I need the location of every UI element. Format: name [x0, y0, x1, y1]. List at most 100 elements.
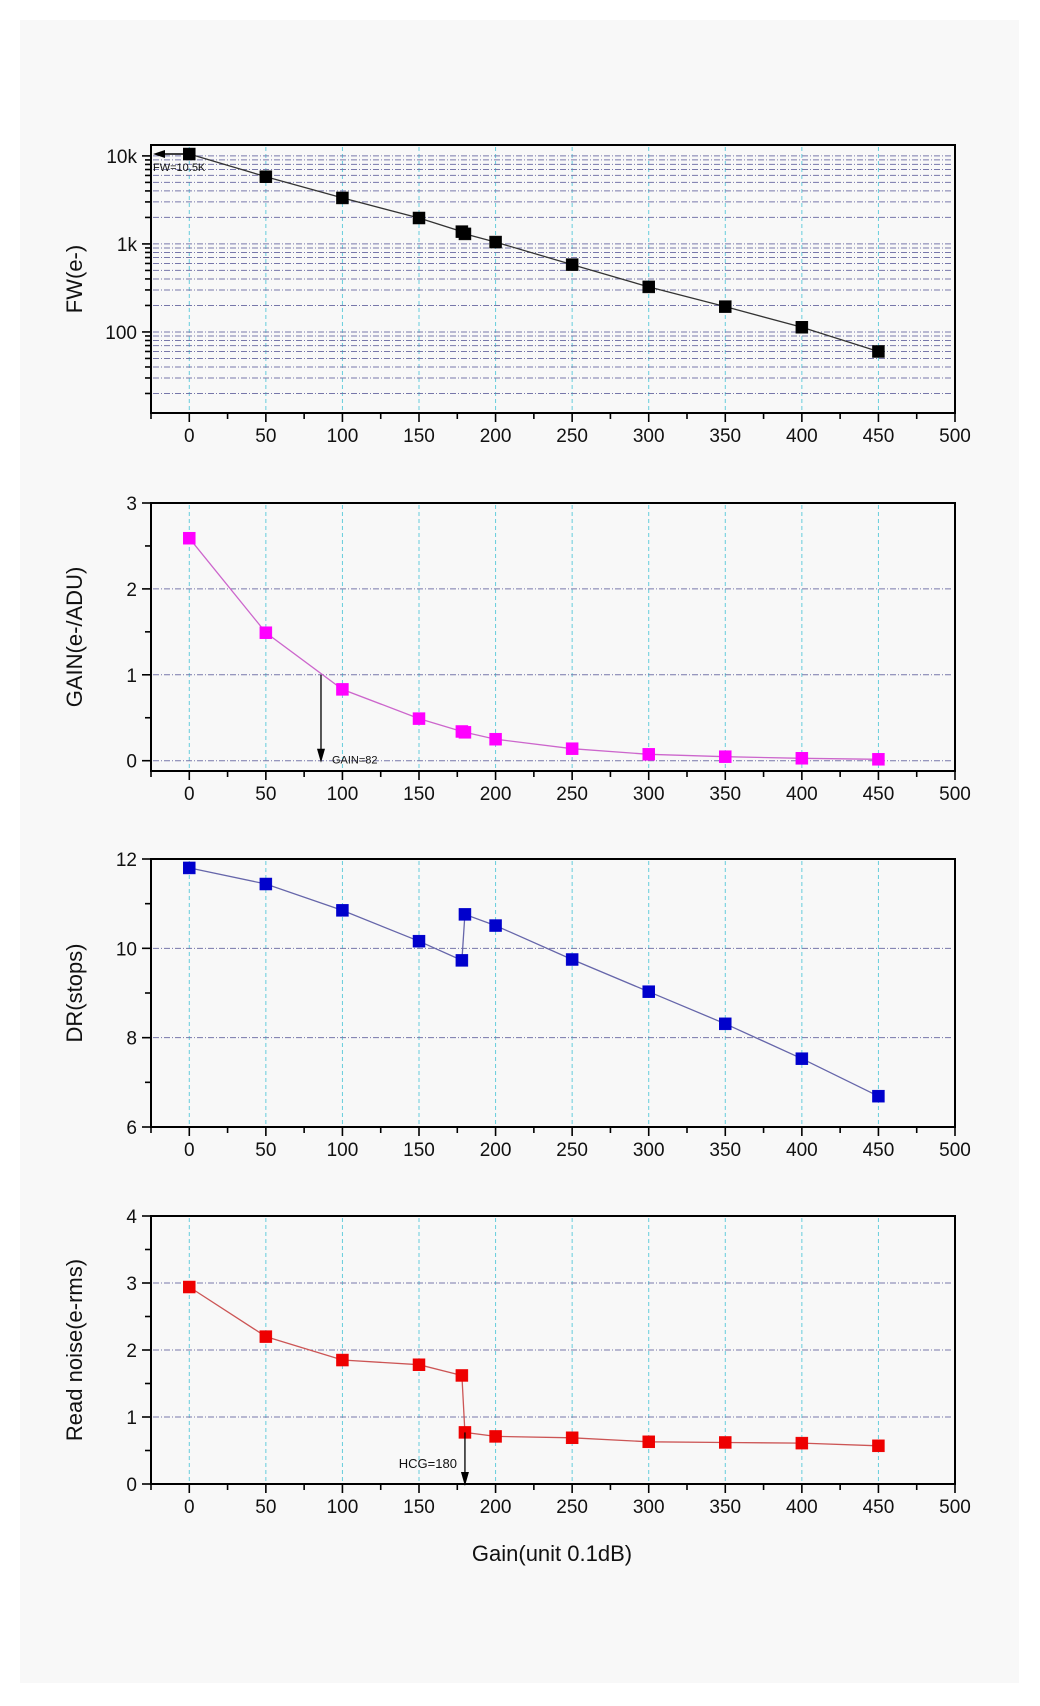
x-tick-label: 400: [786, 1140, 818, 1161]
y-tick-label: 6: [126, 1118, 137, 1139]
data-point: [412, 211, 426, 225]
y-tick-label: 1: [126, 1408, 137, 1429]
chart-panel-1: 0 50 100 150 200 250 300 350 400 450 500 100 1k 10k FW…: [62, 144, 971, 447]
data-point: [412, 1358, 426, 1371]
x-tick-label: 250: [556, 1497, 588, 1518]
annotation-arrowhead: [460, 1472, 469, 1486]
annotation-label: FW=10.5K: [153, 162, 206, 174]
y-tick-label: 10: [116, 939, 137, 960]
data-point: [259, 626, 273, 639]
x-tick-label: 100: [327, 1140, 359, 1161]
x-tick-label: 300: [633, 784, 665, 805]
data-point: [336, 1353, 349, 1367]
y-tick-label: 4: [126, 1207, 137, 1228]
y-tick-label: 12: [116, 850, 137, 871]
data-point: [489, 1430, 502, 1443]
data-point: [458, 227, 472, 241]
data-point: [259, 877, 273, 891]
x-tick-label: 100: [327, 784, 359, 805]
x-tick-label: 0: [184, 1140, 195, 1161]
x-tick-label: 450: [863, 426, 895, 447]
series-line: [188, 1286, 879, 1447]
x-tick-label: 250: [556, 1140, 588, 1161]
data-point: [642, 748, 655, 761]
x-tick-label: 250: [556, 784, 588, 805]
data-point: [565, 258, 579, 271]
x-tick-label: 200: [480, 426, 512, 447]
x-tick-label: 450: [863, 784, 895, 805]
data-point: [565, 742, 579, 755]
x-tick-label: 300: [633, 1140, 665, 1161]
series-line: [189, 867, 879, 1097]
y-tick-label: 1k: [117, 235, 138, 256]
data-point: [795, 321, 809, 334]
data-point: [719, 300, 732, 313]
chart-panel-3: 0 50 100 150 200 250 300 350 400 450 500 6 8 10 12 DR(s…: [62, 850, 971, 1161]
x-tick-label: 500: [939, 426, 971, 447]
plot-frame: [150, 858, 956, 1128]
y-tick-label: 2: [126, 580, 137, 601]
x-tick-label: 50: [255, 784, 276, 805]
data-point: [259, 170, 273, 183]
y-tick-label: 2: [126, 1341, 137, 1362]
data-point: [872, 1089, 885, 1103]
y-tick-label: 10k: [106, 147, 137, 168]
x-tick-label: 400: [786, 426, 818, 447]
x-tick-label: 500: [939, 1140, 971, 1161]
x-tick-label: 200: [480, 784, 512, 805]
x-tick-label: 50: [255, 1497, 276, 1518]
y-tick-label: 0: [126, 1475, 137, 1496]
x-tick-label: 350: [709, 784, 741, 805]
x-tick-label: 500: [939, 784, 971, 805]
x-tick-label: 350: [709, 1140, 741, 1161]
data-point: [719, 1017, 732, 1031]
figure-background: [20, 20, 1019, 1683]
data-point: [642, 985, 655, 998]
data-point: [455, 1369, 469, 1382]
y-tick-label: 100: [105, 323, 137, 344]
y-tick-label: 1: [126, 666, 137, 687]
data-point: [336, 191, 349, 205]
x-tick-label: 350: [709, 1497, 741, 1518]
y-axis-label: Read noise(e-rms): [62, 1259, 87, 1441]
x-tick-label: 50: [255, 426, 276, 447]
data-point: [719, 750, 732, 763]
y-tick-label: 8: [126, 1029, 137, 1050]
data-point: [795, 1052, 809, 1065]
data-point: [872, 345, 885, 358]
y-tick-label: 0: [126, 752, 137, 773]
x-tick-label: 200: [480, 1497, 512, 1518]
x-axis-label: Gain(unit 0.1dB): [472, 1541, 632, 1566]
x-tick-label: 0: [184, 784, 195, 805]
data-point: [642, 280, 655, 294]
data-point: [565, 1431, 579, 1445]
data-point: [872, 1439, 885, 1453]
x-tick-label: 350: [709, 426, 741, 447]
data-point: [183, 531, 196, 545]
x-tick-label: 150: [403, 784, 435, 805]
y-tick-label: 3: [126, 494, 137, 515]
chart-panel-4: 0 50 100 150 200 250 300 350 400 450 500 0 1 2 3 4 Read …: [62, 1207, 971, 1566]
x-tick-label: 150: [403, 1497, 435, 1518]
data-point: [565, 953, 579, 966]
data-point: [719, 1436, 732, 1449]
data-point: [455, 954, 469, 967]
plot-frame: [150, 502, 956, 772]
x-tick-label: 100: [327, 1497, 359, 1518]
x-tick-label: 250: [556, 426, 588, 447]
data-point: [795, 1436, 809, 1450]
annotation-arrowhead: [316, 748, 325, 763]
data-point: [489, 732, 502, 746]
x-tick-label: 300: [633, 426, 665, 447]
data-point: [412, 934, 426, 948]
data-point: [872, 753, 885, 766]
x-tick-label: 450: [863, 1140, 895, 1161]
data-point: [183, 1280, 196, 1294]
x-tick-label: 400: [786, 1497, 818, 1518]
x-tick-label: 450: [863, 1497, 895, 1518]
series-line: [189, 153, 879, 353]
annotation-arrowhead: [153, 150, 165, 159]
data-point: [458, 908, 472, 921]
data-point: [489, 235, 502, 249]
